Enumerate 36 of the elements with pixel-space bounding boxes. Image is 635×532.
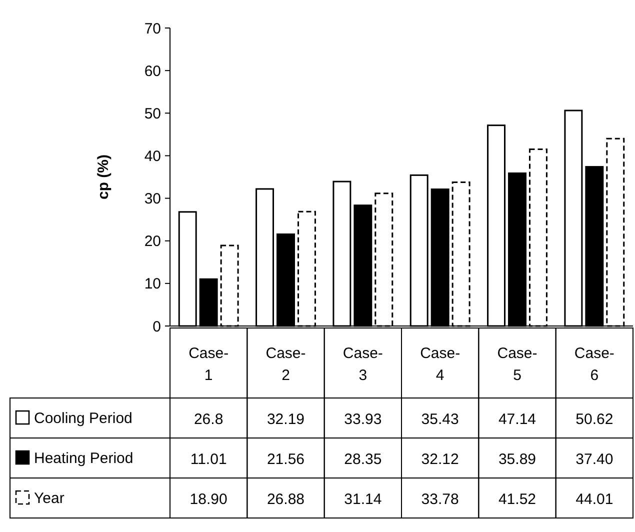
data-label: 50.62: [576, 411, 614, 428]
data-label: 35.43: [421, 411, 459, 428]
x-tick-label: Case-3: [342, 345, 383, 384]
data-label: 31.14: [344, 491, 382, 508]
x-tick-label: Case-5: [497, 345, 538, 384]
y-tick-label: 0: [152, 318, 161, 336]
y-tick-label: 70: [144, 20, 161, 38]
legend-label: Year: [34, 490, 64, 507]
y-axis-title: cp (%): [95, 154, 112, 200]
y-tick-label: 30: [144, 190, 161, 208]
y-tick-label: 10: [144, 276, 161, 293]
data-label: 41.52: [498, 491, 536, 508]
data-label: 11.01: [190, 451, 227, 468]
data-label: 32.19: [266, 411, 305, 428]
y-tick-label: 20: [144, 233, 161, 250]
x-tick-label: Case-4: [420, 345, 460, 384]
x-tick-label: Case-1: [188, 345, 229, 384]
legend-label: Heating Period: [34, 450, 134, 467]
data-label: 44.01: [576, 491, 614, 508]
data-label: 21.56: [266, 451, 305, 468]
x-tick-label: Case-2: [266, 345, 306, 384]
data-label: 33.93: [344, 411, 382, 428]
data-label: 26.8: [194, 411, 224, 428]
y-tick-label: 60: [144, 62, 161, 80]
data-label: 18.90: [190, 491, 228, 508]
data-label: 26.88: [266, 491, 305, 508]
data-label: 37.40: [576, 451, 614, 468]
y-tick-label: 50: [144, 105, 161, 122]
y-tick-label: 40: [144, 148, 161, 165]
x-tick-label: Case-6: [574, 345, 614, 384]
data-label: 32.12: [421, 451, 459, 468]
data-label: 47.14: [498, 411, 536, 428]
data-label: 35.89: [498, 451, 536, 468]
data-label: 33.78: [421, 491, 459, 508]
legend-label: Cooling Period: [34, 410, 132, 427]
data-label: 28.35: [344, 451, 382, 468]
